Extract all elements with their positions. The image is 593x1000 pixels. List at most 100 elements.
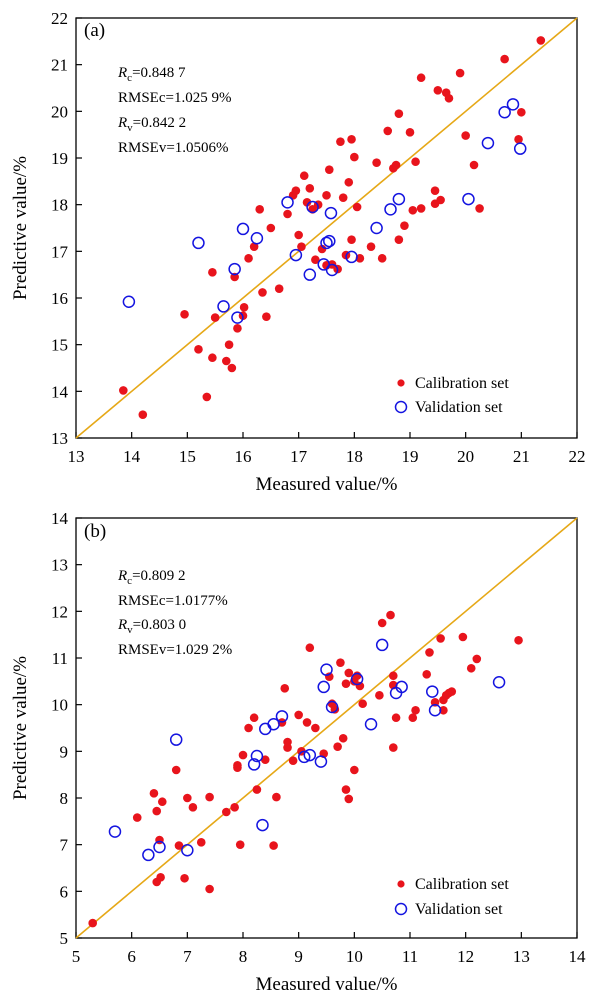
validation-point (317, 258, 330, 271)
y-tick-label: 14 (51, 382, 69, 401)
calibration-point (138, 410, 148, 419)
validation-point (428, 704, 442, 717)
x-tick-label: 14 (569, 947, 587, 966)
calibration-point (422, 670, 432, 679)
x-tick-label: 16 (235, 447, 252, 466)
calibration-point (444, 93, 454, 103)
validation-point (122, 295, 136, 308)
calibration-point (156, 873, 165, 882)
x-tick-label: 19 (402, 447, 419, 466)
validation-point (181, 844, 194, 857)
calibration-point (317, 244, 327, 254)
calibration-point (475, 204, 484, 213)
calibration-point (394, 109, 404, 118)
validation-point (324, 206, 338, 220)
x-tick-label: 20 (457, 447, 474, 466)
calibration-point (383, 126, 393, 136)
calibration-point (389, 743, 398, 752)
legend-validation-marker (394, 902, 408, 916)
calibration-point (341, 785, 351, 794)
calibration-point (405, 128, 415, 137)
calibration-point (305, 643, 315, 653)
calibration-point (222, 807, 231, 817)
calibration-point (238, 750, 248, 760)
calibration-point (208, 353, 217, 363)
calibration-point (344, 794, 354, 804)
calibration-point (411, 705, 420, 715)
calibration-point (439, 705, 448, 715)
stat-line: RMSEc=1.025 9% (118, 90, 231, 106)
validation-point (392, 192, 406, 206)
calibration-point (461, 131, 470, 140)
calibration-point (466, 663, 476, 673)
validation-point (506, 98, 520, 111)
calibration-point (233, 763, 242, 772)
y-tick-label: 16 (51, 289, 68, 308)
validation-point (228, 262, 241, 276)
calibration-point (386, 610, 395, 620)
legend-validation-label: Validation set (415, 399, 503, 416)
validation-point (250, 749, 264, 763)
y-tick-label: 17 (51, 242, 69, 261)
validation-point (108, 825, 122, 838)
calibration-point (294, 710, 303, 720)
calibration-point (157, 797, 167, 807)
x-tick-label: 6 (127, 947, 136, 966)
stat-line: Rv=0.842 2 (117, 115, 186, 134)
y-tick-label: 22 (51, 9, 68, 28)
calibration-point (255, 205, 264, 214)
y-axis-title: Predictive value/% (10, 656, 31, 800)
calibration-point (222, 356, 231, 366)
validation-series (122, 98, 527, 324)
validation-point (395, 680, 408, 694)
calibration-point (408, 205, 418, 215)
calibration-point (266, 223, 276, 233)
validation-point (314, 755, 328, 768)
calibration-point (458, 632, 468, 642)
calibration-point (436, 195, 445, 205)
calibration-point (377, 618, 387, 628)
legend: Calibration set Validation set (394, 375, 509, 416)
calibration-point (416, 204, 426, 213)
calibration-point (132, 813, 142, 822)
calibration-point (208, 268, 217, 277)
x-axis-title: Measured value/% (256, 474, 398, 495)
calibration-point (514, 135, 523, 144)
calibration-point (149, 789, 159, 798)
chart-panel-b: 5 6 7 8 9 10 11 12 13 14 5 6 7 8 9 10 11 12 13 14 Measured v… (10, 509, 586, 995)
x-tick-label: 17 (290, 447, 308, 466)
validation-point (259, 722, 272, 736)
legend: Calibration set Validation set (394, 876, 509, 918)
validation-point (231, 311, 244, 324)
validation-point (275, 710, 289, 723)
legend-calibration-label: Calibration set (415, 375, 509, 392)
validation-point (320, 663, 333, 676)
validation-point (320, 236, 333, 250)
calibration-point (260, 755, 270, 765)
y-tick-label: 14 (51, 509, 69, 528)
calibration-point (297, 242, 306, 251)
x-tick-label: 10 (346, 947, 363, 966)
stat-line: Rv=0.803 0 (117, 617, 186, 636)
calibration-point (377, 254, 387, 263)
calibration-point (244, 723, 253, 733)
calibration-series (88, 610, 523, 928)
calibration-point (205, 884, 214, 894)
calibration-point (358, 699, 367, 709)
calibration-point (338, 193, 348, 202)
calibration-point (436, 634, 445, 643)
calibration-point (416, 73, 426, 83)
calibration-point (411, 157, 420, 167)
calibration-point (249, 713, 259, 723)
y-tick-label: 7 (60, 836, 69, 855)
validation-point (142, 848, 155, 862)
x-tick-label: 7 (183, 947, 192, 966)
x-tick-label: 13 (513, 947, 530, 966)
calibration-point (336, 137, 345, 146)
validation-point (289, 248, 303, 262)
x-tick-label: 8 (239, 947, 248, 966)
validation-point (303, 268, 317, 281)
calibration-point (338, 733, 348, 743)
validation-point (384, 203, 397, 216)
y-tick-label: 5 (60, 929, 69, 948)
